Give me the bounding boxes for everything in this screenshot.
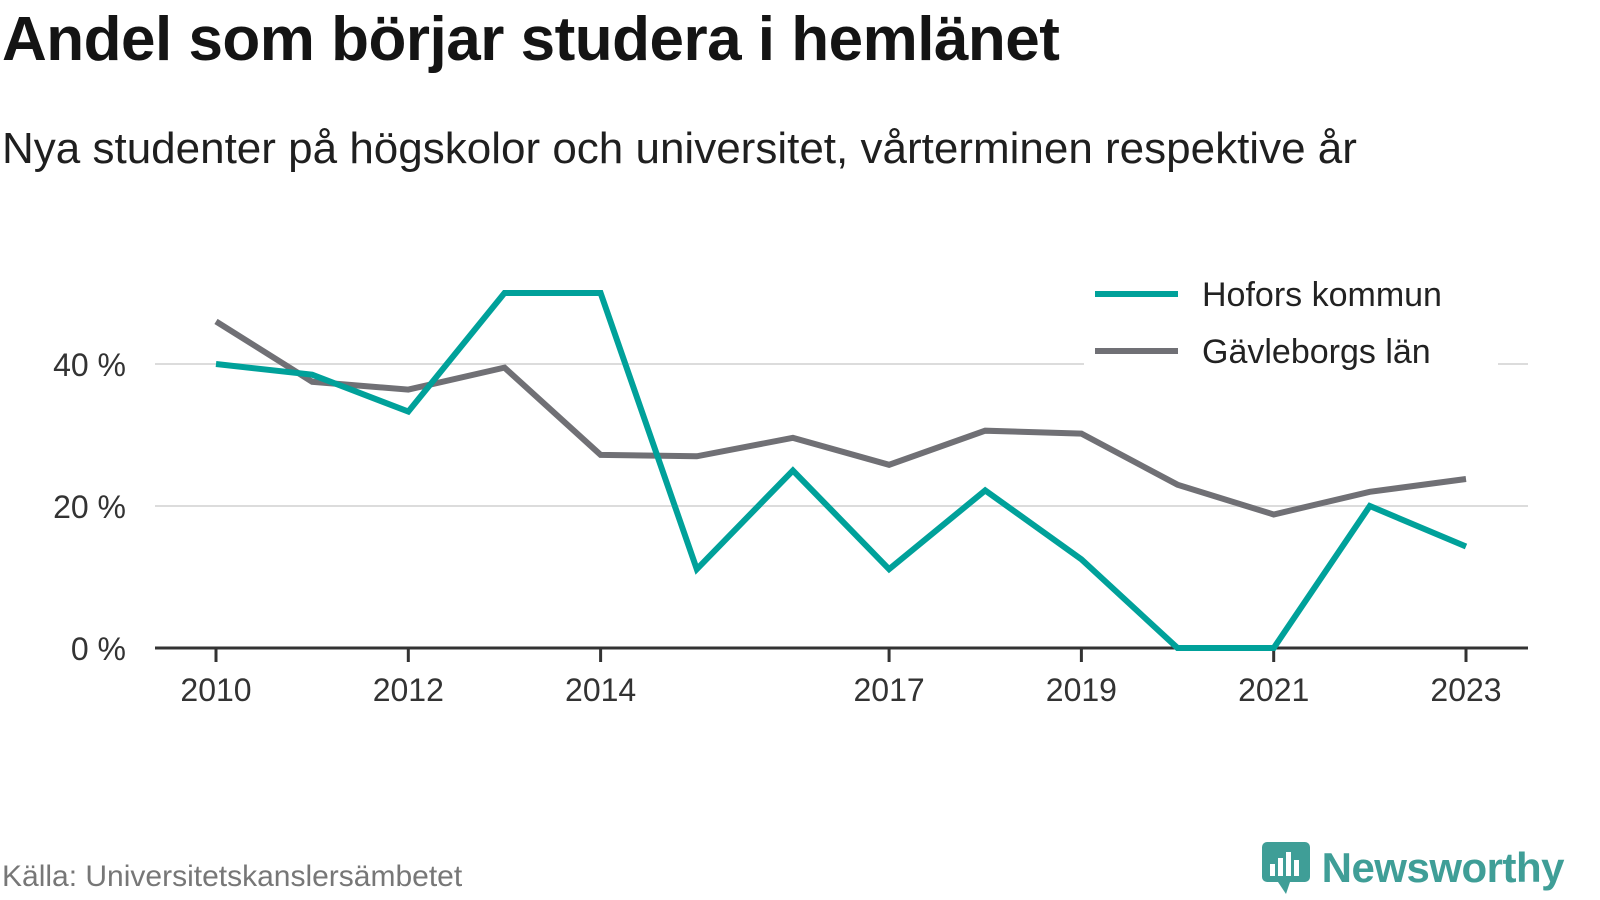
x-tick-label: 2014 [565,672,636,708]
chart-title: Andel som börjar studera i hemlänet [2,5,1060,74]
series-line-hofors-kommun [215,290,1468,651]
axes: 0 % 20 % 40 % 2010 2012 2014 2017 2019 2021 2023 [53,347,1528,708]
x-tick-label: 2017 [853,672,924,708]
brand-logo[interactable]: Newsworthy [1260,840,1565,896]
y-tick-label: 40 % [53,347,126,383]
x-tick-label: 2019 [1046,672,1117,708]
source-note: Källa: Universitetskanslersämbetet [2,860,463,893]
legend-label: Gävleborgs län [1202,333,1431,371]
series-lines [214,290,1468,651]
legend-label: Hofors kommun [1202,276,1442,314]
x-tick-label: 2010 [180,672,251,708]
bar-chart-speech-bubble-icon [1261,842,1310,894]
chart-subtitle: Nya studenter på högskolor och universit… [2,124,1357,173]
series-line-gävleborgs-län [214,318,1467,518]
legend-background [1084,262,1498,380]
brand-name: Newsworthy [1321,844,1565,891]
x-tick-label: 2012 [373,672,444,708]
y-tick-label: 0 % [71,631,126,667]
x-tick-label: 2021 [1238,672,1309,708]
y-tick-label: 20 % [53,489,126,525]
x-tick-label: 2023 [1430,672,1501,708]
legend: Hofors kommun Gävleborgs län [1084,262,1498,380]
